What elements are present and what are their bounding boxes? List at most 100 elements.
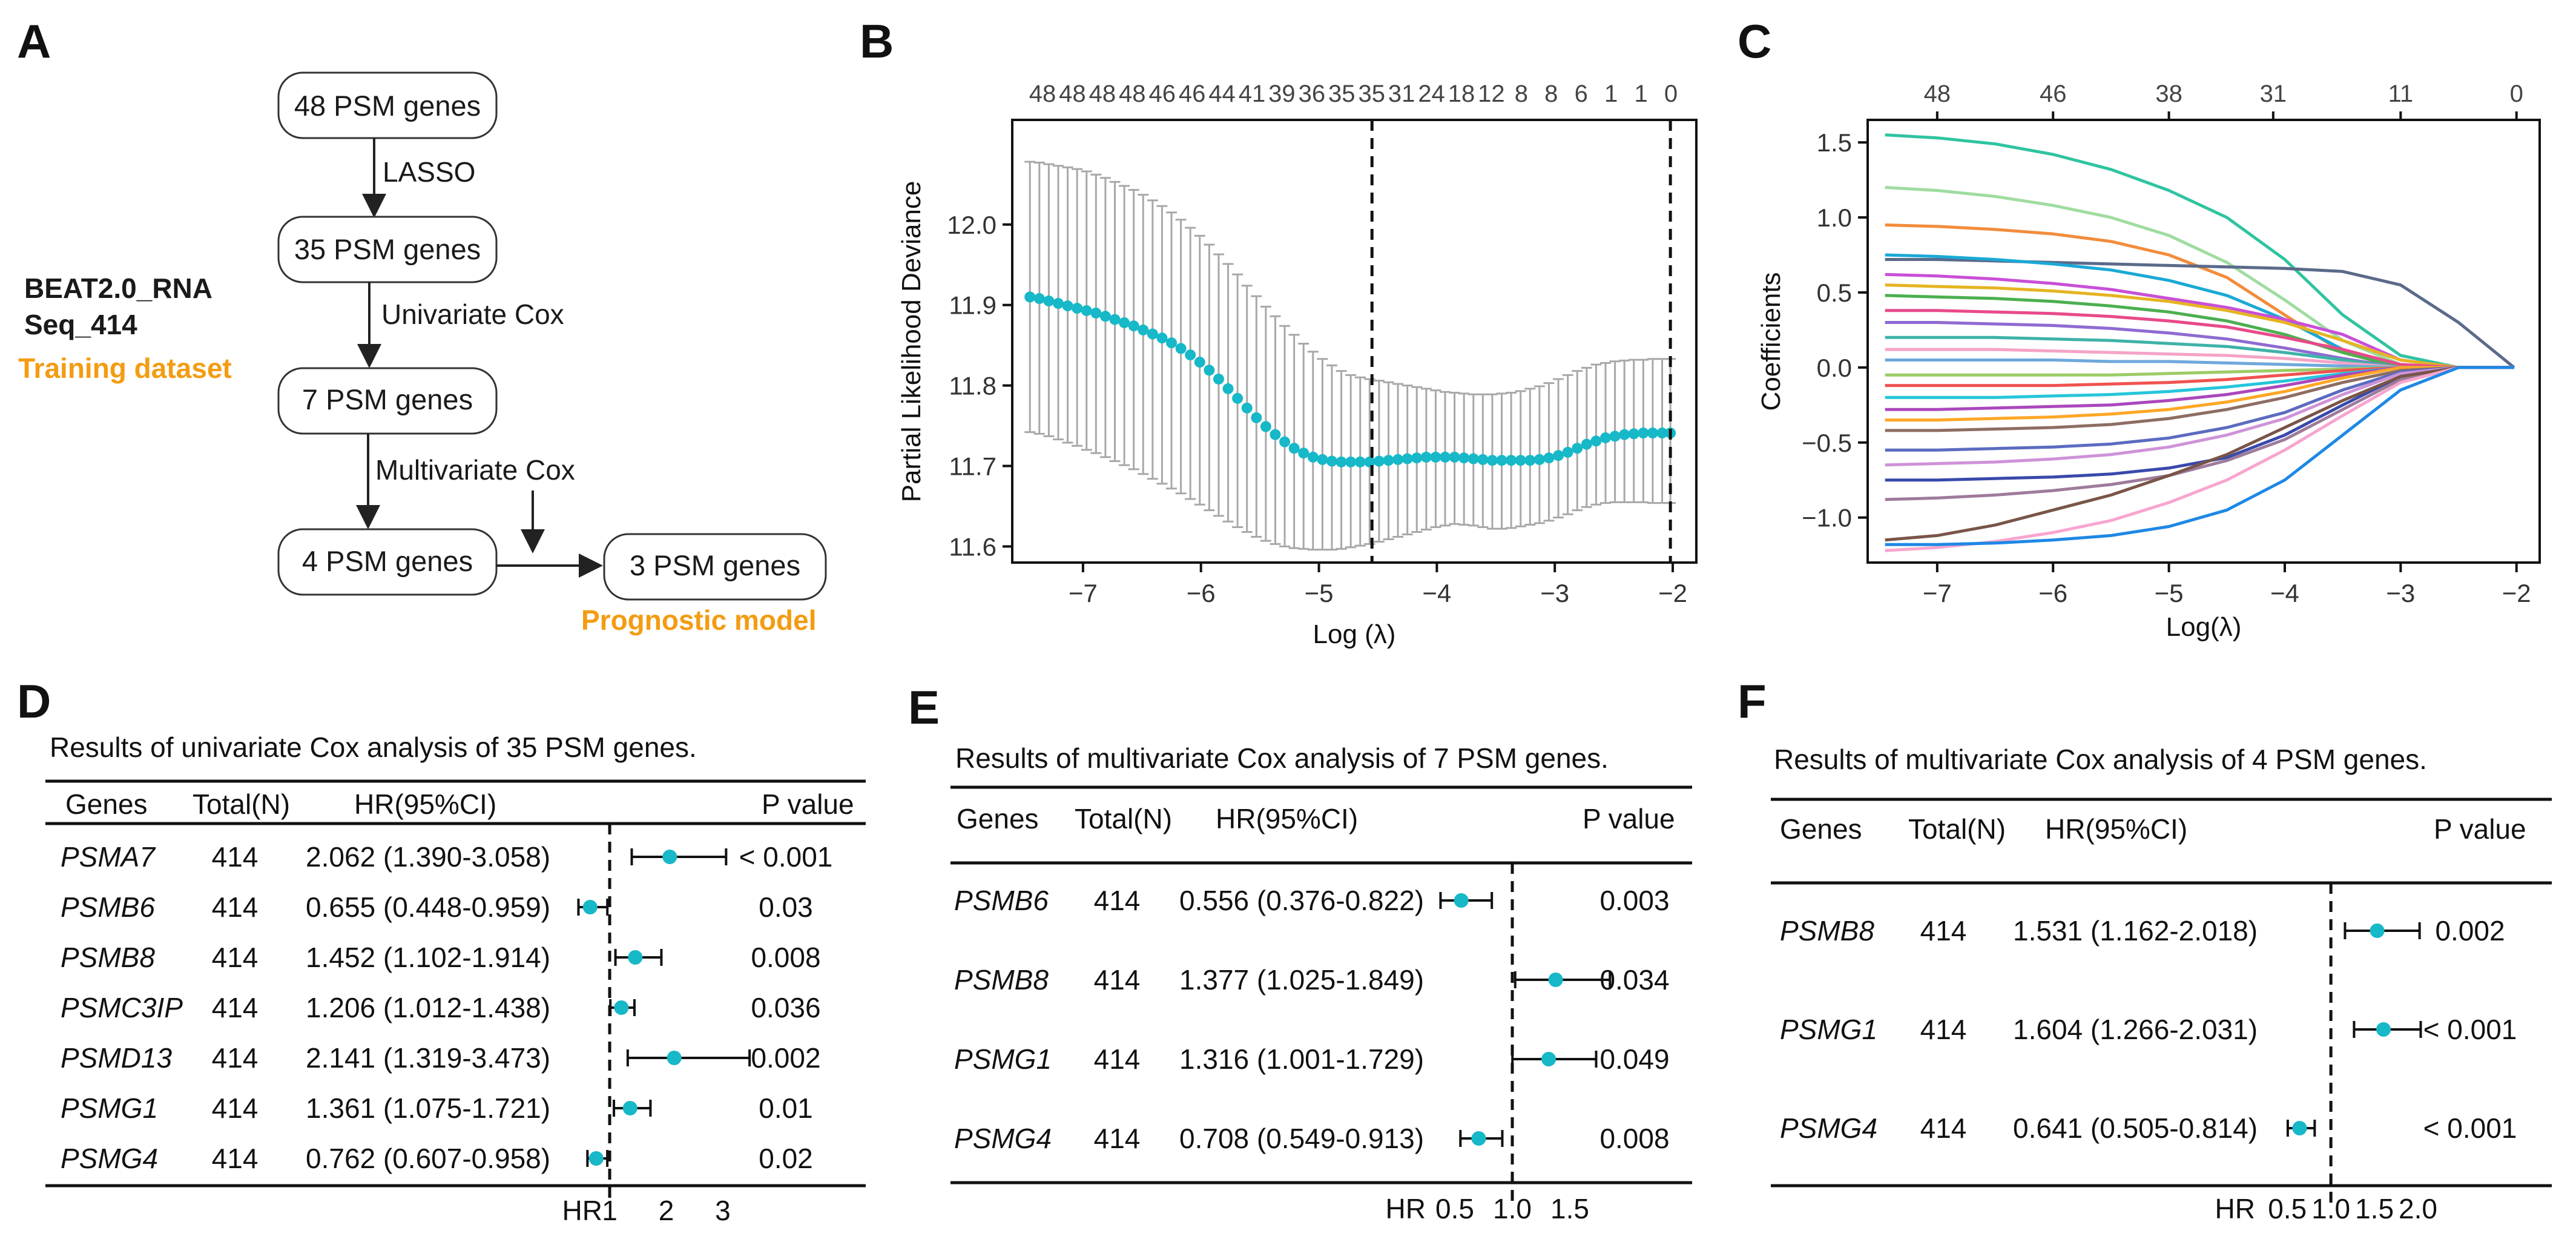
coef-path-g21: [1885, 366, 2514, 467]
cv-lambda-lines: [1370, 120, 1672, 563]
forest-header-0: Genes: [1780, 813, 1862, 845]
forest-p-value: 0.008: [1599, 1123, 1669, 1154]
cv-point: [1241, 402, 1253, 414]
panel-label-a: A: [17, 15, 51, 68]
forest-hr-ci: 1.377 (1.025-1.849): [1179, 964, 1424, 996]
cv-point: [1656, 428, 1668, 439]
cv-top-tick-label: 48: [1029, 81, 1056, 107]
coef-x-tick-label: −3: [2386, 579, 2415, 607]
cv-point: [1072, 303, 1083, 314]
forest-p-value: 0.03: [759, 891, 813, 923]
forest-hr-point: [628, 950, 643, 965]
forest-hr-ci: 1.316 (1.001-1.729): [1179, 1043, 1424, 1075]
coef-x-tick-label: −5: [2155, 579, 2184, 607]
cv-top-tick-label: 24: [1418, 81, 1445, 107]
forest-p-value: 0.002: [751, 1042, 820, 1074]
cv-y-tick-label: 11.6: [949, 532, 996, 561]
cv-top-tick-label: 0: [1664, 81, 1678, 107]
cv-point: [1336, 456, 1347, 467]
cv-point: [1345, 456, 1357, 467]
forest-gene: PSMB8: [1780, 915, 1874, 946]
forest-hr-ci: 2.062 (1.390-3.058): [306, 841, 550, 873]
cv-point: [1204, 365, 1215, 376]
forest-hr-ci: 1.452 (1.102-1.914): [306, 942, 550, 973]
forest-axis-tick: 1.5: [2355, 1193, 2394, 1224]
coef-top-tick-label: 31: [2260, 81, 2287, 107]
forest-gene: PSMG4: [1780, 1112, 1877, 1144]
cv-y-label: Partial Likelihood Deviance: [897, 181, 926, 503]
forest-hr-point: [1454, 893, 1469, 908]
forest-hr-ci: 1.361 (1.075-1.721): [306, 1092, 550, 1124]
cv-point: [1543, 452, 1555, 464]
forest-hr-point: [667, 1051, 682, 1065]
cv-top-ticks: 48 48 48 48 46 46 44 41 39 36 35 35 31 24 18 12 8 8 6 1 1 0: [1029, 81, 1678, 107]
coef-top-ticks: 48 46 38 31 11 0: [1924, 81, 2523, 120]
flow-box-4-label: 4 PSM genes: [302, 545, 473, 577]
cv-x-tick-label: −3: [1540, 579, 1569, 607]
forest-hr-point: [588, 1151, 604, 1166]
coef-path-g25: [1885, 366, 2514, 552]
forest-total: 414: [1094, 1043, 1141, 1075]
forest-total: 414: [212, 1143, 259, 1174]
forest-header-1: Total(N): [1908, 813, 2006, 845]
cv-y-tick-label: 11.8: [949, 372, 996, 400]
forest-hr-ci: 0.641 (0.505-0.814): [2013, 1112, 2258, 1144]
cv-point: [1440, 451, 1451, 463]
flow-box-35: [277, 216, 498, 283]
coef-top-tick-label: 38: [2155, 81, 2182, 107]
cv-points: [1024, 291, 1676, 467]
coef-y-tick-label: −0.5: [1802, 429, 1852, 457]
cv-top-tick-label: 46: [1148, 81, 1176, 107]
cv-point: [1109, 314, 1121, 325]
prognostic-model-label: Prognostic model: [581, 604, 816, 636]
forest-axis-tick: 0.5: [1435, 1193, 1474, 1224]
dataset-name-line2: Seq_414: [24, 309, 137, 340]
cv-top-tick-label: 1: [1634, 81, 1647, 107]
coef-path-g23: [1885, 366, 2514, 501]
forest-header-1: Total(N): [193, 788, 290, 820]
cv-point: [1599, 432, 1611, 443]
forest-hr-ci: 0.655 (0.448-0.959): [306, 891, 550, 923]
forest-hr-ci: 2.141 (1.319-3.473): [306, 1042, 550, 1074]
flow-box-35-label: 35 PSM genes: [294, 233, 481, 265]
coef-x-tick-label: −2: [2502, 579, 2531, 607]
forest-p-value: 0.008: [751, 942, 820, 973]
flow-step-univariate: Univariate Cox: [381, 299, 564, 330]
forest-total: 414: [212, 1092, 259, 1124]
cv-x-tick-label: −6: [1187, 579, 1216, 607]
cv-point: [1449, 451, 1460, 463]
coef-y-tick-label: 1.0: [1817, 203, 1852, 232]
coef-y-tick-label: 1.5: [1817, 128, 1852, 157]
cv-errorbars: [1024, 160, 1676, 551]
forest-hr-point: [2370, 923, 2385, 938]
cv-point: [1628, 428, 1639, 440]
cv-point: [1099, 311, 1111, 322]
cv-point: [1307, 451, 1319, 463]
cv-point: [1364, 456, 1375, 467]
forest-hr-point: [662, 850, 677, 864]
forest-total: 414: [212, 841, 259, 873]
forest-p-value: 0.036: [751, 992, 820, 1023]
cv-point: [1619, 429, 1630, 440]
forest-title: Results of multivariate Cox analysis of …: [1774, 744, 2427, 775]
forest-header-2: HR(95%CI): [354, 788, 496, 820]
forest-title: Results of univariate Cox analysis of 35…: [50, 732, 697, 763]
flow-box-48-label: 48 PSM genes: [294, 90, 481, 122]
forest-total: 414: [1094, 1123, 1141, 1154]
cv-top-tick-label: 18: [1448, 81, 1475, 107]
forest-gene: PSMG4: [954, 1123, 1052, 1154]
panel-label-c: C: [1738, 15, 1771, 68]
forest-header-0: Genes: [65, 788, 148, 820]
cv-x-tick-label: −2: [1658, 579, 1687, 607]
cv-point: [1553, 450, 1564, 461]
forest-header-3: P value: [2434, 813, 2526, 845]
coef-path-g1: [1885, 133, 2514, 369]
cv-point: [1175, 343, 1187, 354]
coef-x-label: Log(λ): [2166, 612, 2242, 642]
forest-header-2: HR(95%CI): [2045, 813, 2187, 845]
forest-total: 414: [1920, 915, 1967, 946]
coef-x-tick-label: −4: [2270, 579, 2299, 607]
forest-p-value: 0.003: [1599, 885, 1669, 916]
cv-top-tick-label: 8: [1544, 81, 1558, 107]
forest-hr-point: [622, 1101, 637, 1115]
